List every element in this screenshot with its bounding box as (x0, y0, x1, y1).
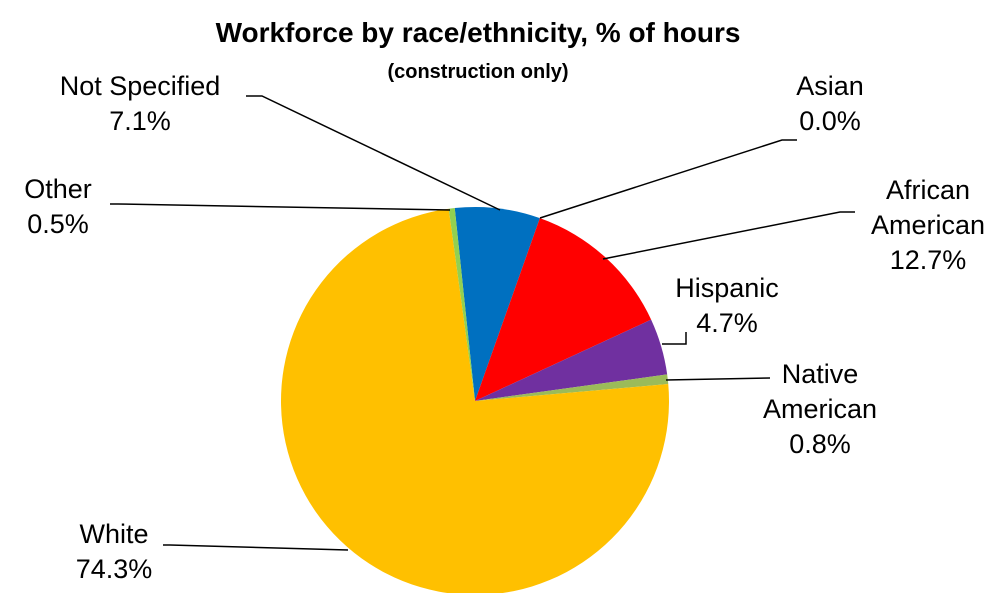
pie-slice-white (281, 208, 669, 593)
slice-value-label-asian: 0.0% (799, 106, 861, 136)
leader-line-other (110, 203, 451, 211)
leader-lines (110, 95, 855, 551)
leader-line-african-american (602, 211, 855, 260)
slice-value-label-african-american: 12.7% (890, 245, 967, 275)
slice-name-label-native-american: Native (782, 359, 859, 389)
slice-name-label-african-american: African (886, 175, 970, 205)
pie-slice-other (448, 208, 475, 401)
slice-value-label-not-specified: 7.1% (109, 106, 171, 136)
chart-title: Workforce by race/ethnicity, % of hours (216, 17, 741, 48)
pie-slice-native-american (475, 374, 669, 401)
slice-name-label-hispanic: Hispanic (675, 273, 779, 303)
slice-name-label-white: White (79, 519, 148, 549)
slice-value-label-other: 0.5% (27, 209, 89, 239)
slice-name-label-other: Other (24, 174, 92, 204)
leader-line-asian (539, 139, 797, 219)
pie-slice-hispanic (475, 319, 668, 401)
leader-line-not-specified (246, 95, 501, 211)
pie-slice-not-specified (454, 206, 540, 401)
slice-name-label-asian: Asian (796, 71, 864, 101)
slice-value-label-white: 74.3% (76, 554, 153, 584)
leader-line-hispanic (662, 332, 687, 345)
pie-slices (281, 206, 669, 593)
chart-subtitle: (construction only) (387, 61, 568, 83)
slice-labels: Not Specified 7.1% Asian 0.0% African America… (24, 71, 985, 584)
pie-slice-african-american (475, 218, 652, 401)
slice-name-label-african-american: American (871, 210, 985, 240)
slice-value-label-native-american: 0.8% (789, 429, 851, 459)
leader-line-white (163, 544, 349, 551)
slice-name-label-native-american: American (763, 394, 877, 424)
slice-name-label-not-specified: Not Specified (60, 71, 221, 101)
leader-line-native-american (665, 377, 771, 381)
slice-value-label-hispanic: 4.7% (696, 308, 758, 338)
